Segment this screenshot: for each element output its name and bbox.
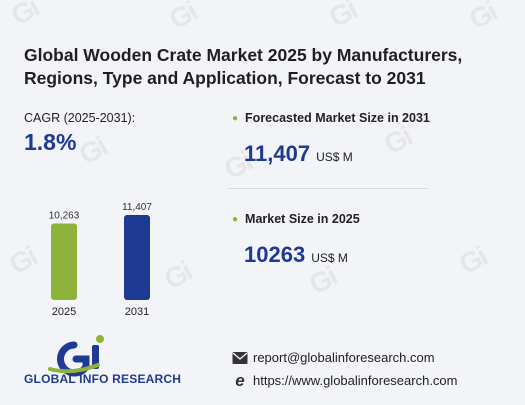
current-value: 10263 US$ M: [244, 242, 348, 268]
bar-2031: [124, 215, 150, 300]
cagr-label: CAGR (2025-2031):: [24, 111, 136, 125]
watermark-logo: Gi: [463, 0, 502, 36]
watermark-logo: Gi: [453, 240, 492, 281]
watermark-logo: Gi: [163, 0, 202, 36]
forecast-value: 11,407 US$ M: [244, 141, 353, 167]
current-unit: US$ M: [311, 251, 348, 265]
current-label: ● Market Size in 2025: [232, 212, 360, 226]
watermark-logo: Gi: [323, 0, 362, 34]
data-label-2025: 10,263: [49, 211, 80, 222]
watermark-logo: Gi: [378, 120, 417, 161]
email-icon: [232, 351, 248, 364]
watermark-logo: Gi: [5, 0, 44, 32]
brand-logo: [48, 335, 104, 377]
forecast-label: ● Forecasted Market Size in 2031: [232, 111, 430, 125]
data-label-2031: 11,407: [122, 202, 152, 213]
forecast-unit: US$ M: [316, 150, 353, 164]
bar-2025: [51, 223, 77, 300]
x-tick-2025: 2025: [52, 306, 76, 318]
cagr-value: 1.8%: [24, 129, 77, 155]
forecast-label-text: Forecasted Market Size in 2031: [245, 111, 430, 125]
bullet-icon: ●: [232, 113, 239, 124]
divider: [228, 188, 428, 189]
current-label-text: Market Size in 2025: [245, 212, 360, 226]
x-tick-2031: 2031: [125, 306, 149, 318]
brand-logo-text: GLOBAL INFO RESEARCH: [24, 372, 182, 386]
web-icon: e: [235, 370, 245, 390]
current-number: 10263: [244, 242, 306, 267]
forecast-number: 11,407: [244, 141, 311, 166]
email-text[interactable]: report@globalinforesearch.com: [253, 350, 435, 365]
market-size-bar-chart: 10,263 2025 11,407 2031: [49, 202, 153, 318]
contact-website[interactable]: e https://www.globalinforesearch.com: [232, 370, 458, 390]
page-title: Global Wooden Crate Market 2025 by Manuf…: [24, 45, 463, 88]
website-text[interactable]: https://www.globalinforesearch.com: [253, 373, 458, 388]
bullet-icon: ●: [232, 214, 239, 225]
watermark-logo: Gi: [73, 130, 112, 171]
contact-email[interactable]: report@globalinforesearch.com: [232, 350, 435, 365]
